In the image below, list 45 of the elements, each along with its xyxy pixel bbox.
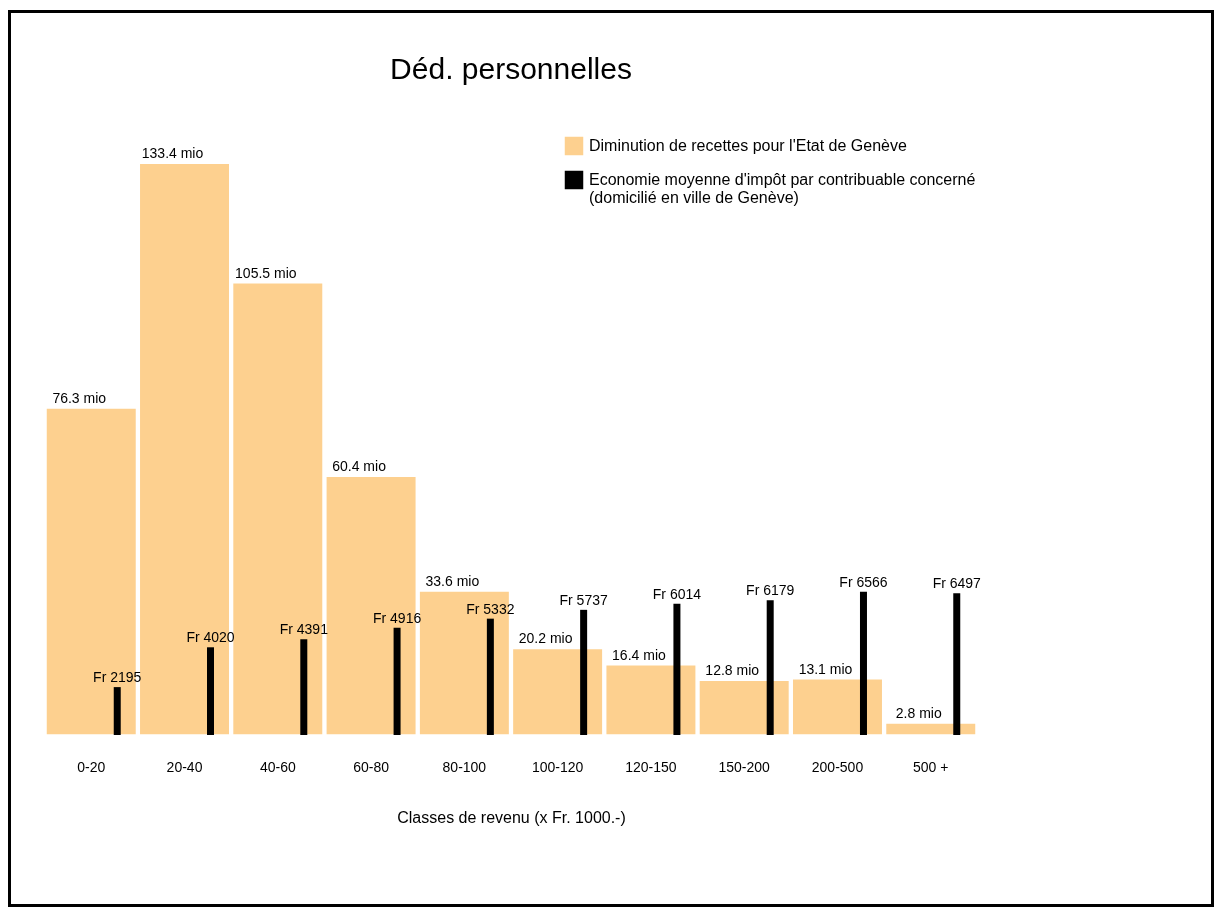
data-label: 60.4 mio: [332, 458, 387, 475]
data-label: 76.3 mio: [52, 390, 107, 406]
data-label: Fr 6014: [652, 585, 702, 602]
data-label: Fr 6179: [746, 582, 795, 599]
x-axis-title: Classes de revenu (x Fr. 1000.-): [397, 808, 626, 826]
bar: [393, 627, 401, 735]
bar: [113, 687, 121, 735]
data-label: Fr 2195: [93, 669, 142, 686]
data-label: Fr 5332: [466, 600, 515, 617]
bar: [953, 593, 961, 735]
x-tick-label: 40-60: [259, 758, 296, 775]
bar: [859, 591, 867, 735]
data-label: 2.8 mio: [895, 705, 942, 721]
x-tick-label: 0-20: [77, 758, 106, 775]
data-label: Fr 5737: [559, 591, 608, 608]
data-label: Fr 6566: [839, 573, 888, 590]
data-label: 133.4 mio: [141, 145, 204, 162]
bar: [300, 639, 308, 735]
data-label: 12.8 mio: [705, 662, 760, 679]
bar: [207, 647, 215, 735]
x-tick-label: 120-150: [625, 758, 677, 775]
data-label: Fr 4391: [279, 621, 329, 638]
data-label: Fr 4916: [372, 609, 422, 626]
data-label: 33.6 mio: [425, 573, 480, 589]
bar: [580, 609, 588, 735]
x-tick-label: 80-100: [442, 758, 487, 775]
bar: [673, 603, 681, 735]
chart-title: Déd. personnelles: [390, 52, 632, 85]
data-label: Fr 6497: [932, 575, 982, 592]
x-tick-label: 150-200: [718, 758, 771, 775]
bar: [884, 722, 977, 736]
data-label: 16.4 mio: [612, 646, 666, 663]
data-label: 105.5 mio: [235, 264, 297, 281]
legend-label: Economie moyenne d'impôt par contribuable concerné (domicilié en ville de Genève): [589, 171, 976, 206]
bar: [766, 600, 774, 735]
x-tick-label: 20-40: [166, 758, 203, 775]
x-tick-label: 200-500: [811, 758, 864, 775]
x-tick-label: 60-80: [353, 758, 390, 775]
data-label: 13.1 mio: [798, 660, 853, 677]
data-label: 20.2 mio: [518, 630, 573, 647]
data-label: Fr 4020: [186, 629, 235, 646]
bar: [486, 618, 494, 735]
legend-label: Diminution de recettes pour l'Etat de Genève: [589, 137, 907, 154]
x-tick-label: 500 +: [913, 758, 949, 775]
x-tick-label: 100-120: [531, 758, 584, 775]
